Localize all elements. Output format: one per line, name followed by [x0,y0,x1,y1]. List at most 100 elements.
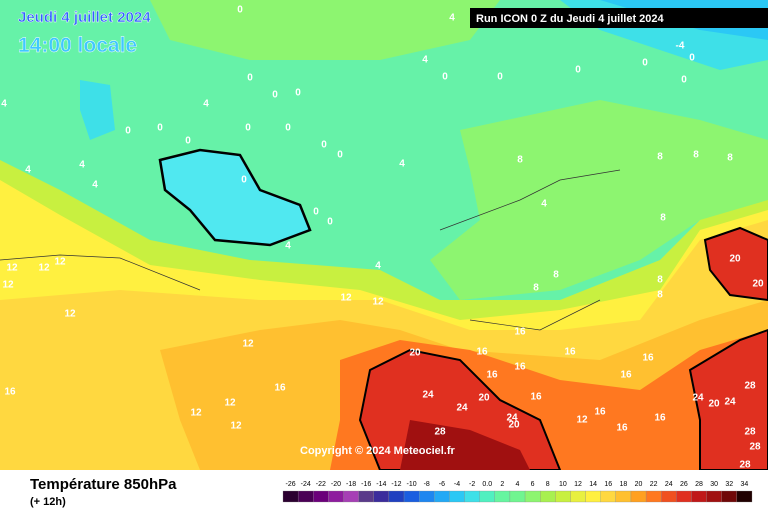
contour-label: 24 [456,403,468,414]
contour-label: 4 [1,99,7,110]
contour-label: 8 [660,213,666,224]
legend-swatch [464,490,480,503]
contour-label: 12 [54,257,66,268]
contour-label: 4 [375,261,381,272]
legend-swatch [373,490,390,503]
contour-label: 4 [92,180,98,191]
legend-swatch [570,490,586,503]
field [400,420,530,470]
contour-label: 8 [657,290,663,301]
contour-label: 24 [422,390,434,401]
contour-label: -4 [676,41,685,52]
contour-label: 16 [514,362,526,373]
legend-swatch [721,490,738,503]
legend-label: 0.0 [482,481,492,488]
legend-swatch [313,490,329,503]
field [430,100,768,300]
legend-label: 12 [574,481,582,488]
legend-label: 10 [559,481,567,488]
contour-label: 12 [242,339,254,350]
run-info: Run ICON 0 Z du Jeudi 4 juillet 2024 [476,13,665,25]
contour-label: 4 [25,165,31,176]
legend-swatch [403,490,420,503]
legend-label: -4 [454,481,460,488]
contour-label: 28 [749,442,761,453]
contour-label: 24 [692,393,704,404]
contour-label: 24 [506,413,518,424]
legend-swatch [630,490,647,503]
contour-label: 16 [4,387,16,398]
legend-label: 24 [665,481,673,488]
contour-label: 0 [497,72,503,83]
date: Jeudi 4 juillet 2024 [18,9,151,26]
legend-label: 14 [589,481,597,488]
contour-label: 0 [642,58,648,69]
legend-swatch [585,490,601,503]
contour-label: 12 [224,398,236,409]
contour-label: 4 [285,241,291,252]
contour-label: 20 [409,348,421,359]
contour-label: 4 [422,55,428,66]
contour-label: 12 [372,297,384,308]
contour-label: 16 [564,347,576,358]
legend-label: 18 [620,481,628,488]
legend-label: -8 [424,481,430,488]
legend-label: 32 [725,481,733,488]
contour-label: 8 [553,270,559,281]
contour-label: 0 [295,88,301,99]
contour-label: 0 [327,217,333,228]
legend-swatch [297,490,314,503]
legend-label: -24 [301,481,311,488]
legend-swatch [328,490,344,503]
contour-label: 0 [247,73,253,84]
contour-label: 20 [508,420,520,431]
legend-label: -16 [361,481,371,488]
legend-swatch [358,490,374,503]
contour-label: 28 [744,427,756,438]
legend-swatch [434,490,450,503]
contour-label: 12 [38,263,50,274]
contour-label: 8 [533,283,539,294]
contour-label: 0 [313,207,319,218]
run-box [470,8,768,28]
legend-label: -12 [391,481,401,488]
legend-label: 20 [635,481,643,488]
legend-label: -14 [376,481,386,488]
legend-label: 28 [695,481,703,488]
contour-label: 4 [203,99,209,110]
legend-swatch [343,490,359,503]
contour-label: 0 [272,90,278,101]
contour-label: 4 [399,159,405,170]
legend-swatch [509,490,526,503]
contour-label: 8 [517,155,523,166]
contour-label: 0 [157,123,163,134]
contour-label: 28 [744,381,756,392]
contour-label: 0 [689,53,695,64]
legend-label: 26 [680,481,688,488]
legend-label: 4 [516,481,520,488]
legend-label: -18 [346,481,356,488]
contour-label: 12 [576,415,588,426]
contour-label: 16 [530,392,542,403]
contour-label: 8 [657,275,663,286]
legend-swatch [555,490,571,503]
contour-label: 8 [693,150,699,161]
footer-title: Température 850hPa [30,476,177,493]
contour-label: 0 [321,140,327,151]
contour-label: 12 [6,263,18,274]
contour-label: 16 [514,327,526,338]
contour-label: 4 [79,160,85,171]
legend-label: -22 [316,481,326,488]
legend-label: -26 [286,481,296,488]
copyright: Copyright © 2024 Meteociel.fr [300,445,456,457]
field [703,226,768,302]
field [150,0,500,60]
legend-swatch [691,490,707,503]
contour-label: 12 [340,293,352,304]
contour-label: 16 [616,423,628,434]
contour-label: 16 [654,413,666,424]
legend-swatch [282,490,299,503]
contour-label: 0 [337,150,343,161]
